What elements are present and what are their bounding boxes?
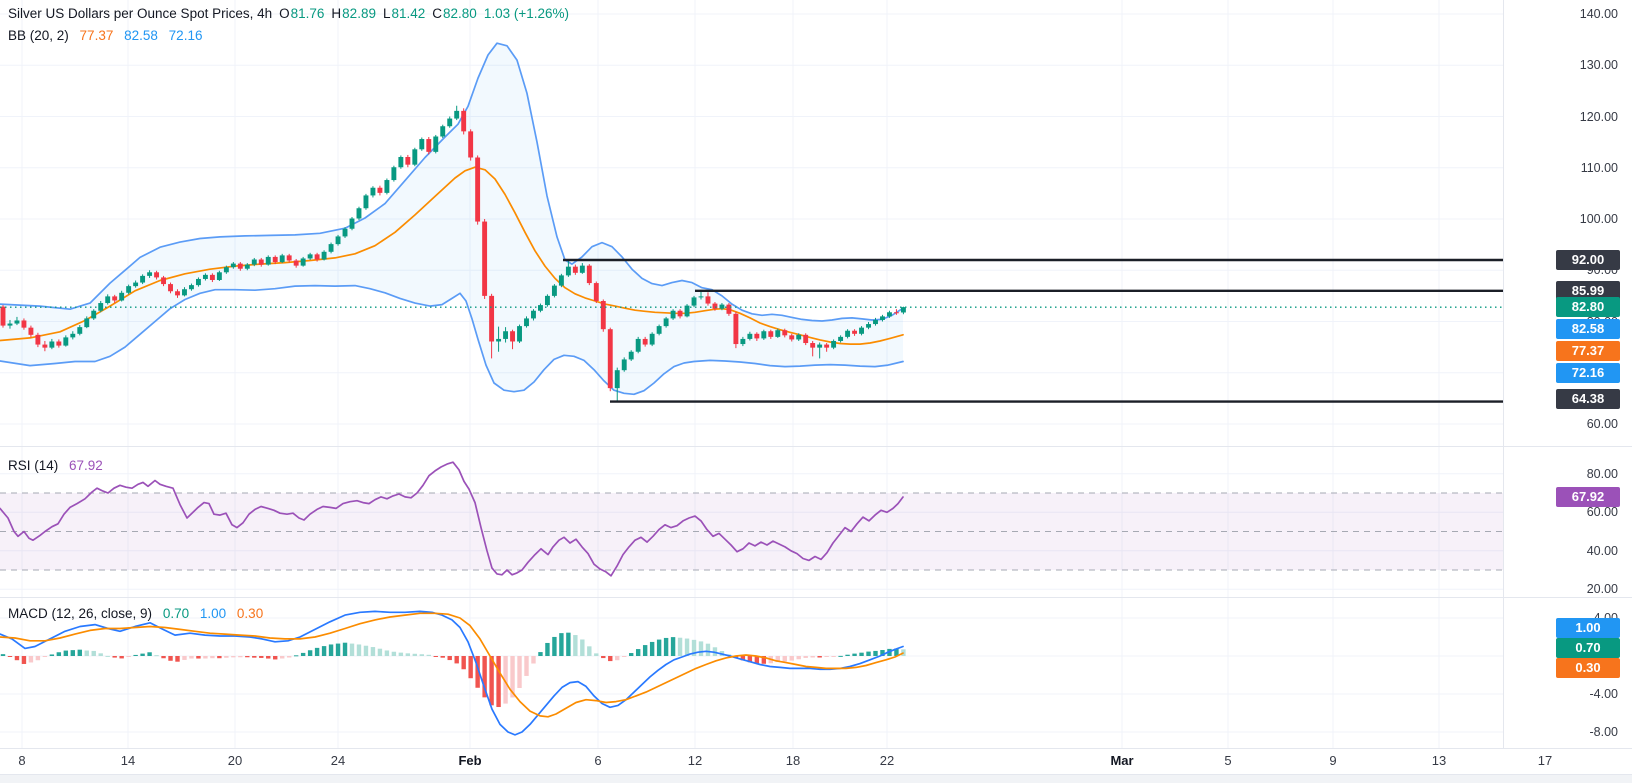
time-tick-6: 6	[594, 753, 602, 768]
time-tick-20: 20	[227, 753, 243, 768]
time-tick-17: 17	[1537, 753, 1553, 768]
axis-badge-82.58: 82.58	[1556, 319, 1620, 339]
pane-separator-price-rsi[interactable]	[0, 446, 1632, 447]
time-tick-12: 12	[687, 753, 703, 768]
axis-tick-label: 60.00	[1586, 505, 1618, 520]
axis-badge-0.30: 0.30	[1556, 658, 1620, 678]
axis-badge-82.80: 82.80	[1556, 297, 1620, 317]
axis-badge-64.38: 64.38	[1556, 389, 1620, 409]
macd-signal-line	[0, 612, 904, 718]
rsi-value: 67.92	[69, 458, 103, 473]
axis-tick-label: 40.00	[1586, 543, 1618, 558]
ohlc-open-key: O	[279, 6, 290, 21]
pane-separator-rsi-macd[interactable]	[0, 597, 1632, 598]
gridlines	[0, 597, 1503, 748]
macd-signal-value: 0.30	[236, 606, 264, 621]
pane-separator-time-axis	[0, 748, 1632, 749]
bb-fill	[0, 43, 903, 395]
macd-label[interactable]: MACD (12, 26, close, 9)	[8, 606, 153, 621]
rsi-line	[0, 461, 904, 577]
time-tick-22: 22	[879, 753, 895, 768]
rsi-label[interactable]: RSI (14)	[8, 458, 59, 473]
time-tick-14: 14	[120, 753, 136, 768]
price-pane-canvas[interactable]	[0, 0, 1503, 446]
axis-badge-1.00: 1.00	[1556, 618, 1620, 638]
ohlc-open-value: 81.76	[290, 6, 325, 21]
macd-line-value: 1.00	[199, 606, 227, 621]
bb-mid-value: 77.37	[79, 28, 114, 43]
time-tick-24: 24	[330, 753, 346, 768]
macd-legend-row[interactable]: MACD (12, 26, close, 9) 0.70 1.00 0.30	[8, 606, 263, 621]
bb-upper-value: 82.58	[124, 28, 158, 43]
axis-badge-92.00: 92.00	[1556, 250, 1620, 270]
axis-badge-85.99: 85.99	[1556, 281, 1620, 301]
change-value: 1.03 (+1.26%)	[483, 6, 570, 21]
ohlc-high-value: 82.89	[342, 6, 376, 21]
candles	[0, 105, 906, 402]
ohlc-close-value: 82.80	[443, 6, 477, 21]
bb-middle-line	[0, 166, 904, 345]
axis-tick-label: 20.00	[1586, 582, 1618, 597]
time-tick-5: 5	[1224, 753, 1232, 768]
axis-tick-label: 80.00	[1586, 466, 1618, 481]
ohlc-high-key: H	[331, 6, 342, 21]
time-tick-9: 9	[1329, 753, 1337, 768]
macd-histogram	[0, 632, 906, 708]
bb-label[interactable]: BB (20, 2)	[8, 28, 69, 43]
axis-tick-label: 110.00	[1580, 160, 1618, 175]
time-tick-13: 13	[1431, 753, 1447, 768]
time-tick-Feb: Feb	[458, 753, 482, 768]
symbol-legend-row[interactable]: Silver US Dollars per Ounce Spot Prices,…	[8, 6, 569, 21]
macd-hist-value: 0.70	[162, 606, 190, 621]
bb-lower-value: 72.16	[168, 28, 203, 43]
axis-tick-label: 100.00	[1579, 212, 1618, 226]
time-tick-8: 8	[18, 753, 26, 768]
ohlc-low-value: 81.42	[391, 6, 426, 21]
bb-upper-line	[0, 42, 904, 322]
axis-badge-67.92: 67.92	[1556, 487, 1620, 507]
macd-pane-canvas[interactable]	[0, 597, 1503, 748]
gridlines	[0, 0, 1503, 446]
axis-tick-label: 130.00	[1579, 58, 1618, 73]
rsi-legend-row[interactable]: RSI (14) 67.92	[8, 458, 103, 473]
bb-legend-row[interactable]: BB (20, 2) 77.37 82.58 72.16	[8, 28, 202, 43]
axis-tick-label: -8.00	[1589, 725, 1619, 739]
time-tick-18: 18	[785, 753, 801, 768]
bb-lower-line	[0, 284, 904, 396]
axis-tick-label: 140.00	[1579, 7, 1618, 21]
macd-line	[0, 610, 904, 736]
ohlc-low-key: L	[382, 6, 391, 21]
axis-badge-77.37: 77.37	[1556, 341, 1620, 361]
ohlc-close-key: C	[432, 6, 443, 21]
bottom-strip	[0, 774, 1632, 783]
axis-badge-72.16: 72.16	[1556, 363, 1620, 383]
rsi-pane-canvas[interactable]	[0, 446, 1503, 597]
axis-tick-label: 60.00	[1586, 417, 1618, 431]
axis-badge-0.70: 0.70	[1556, 638, 1620, 658]
axis-tick-label: 120.00	[1579, 109, 1618, 124]
axis-separator-vertical	[1503, 0, 1504, 748]
axis-tick-label: -4.00	[1589, 687, 1619, 701]
time-tick-Mar: Mar	[1110, 753, 1134, 768]
symbol-title[interactable]: Silver US Dollars per Ounce Spot Prices,…	[8, 6, 273, 21]
